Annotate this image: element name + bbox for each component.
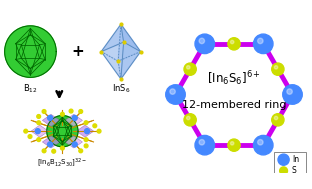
- Circle shape: [283, 85, 302, 104]
- Circle shape: [5, 26, 56, 77]
- Circle shape: [231, 142, 234, 145]
- FancyBboxPatch shape: [274, 152, 306, 177]
- Polygon shape: [65, 114, 82, 126]
- Polygon shape: [42, 114, 60, 126]
- Polygon shape: [101, 52, 121, 79]
- Circle shape: [272, 114, 284, 126]
- Circle shape: [61, 146, 64, 150]
- Polygon shape: [101, 24, 121, 61]
- Circle shape: [37, 138, 41, 142]
- Polygon shape: [121, 42, 140, 79]
- Circle shape: [84, 138, 88, 142]
- Circle shape: [72, 115, 77, 120]
- Circle shape: [47, 115, 78, 147]
- Polygon shape: [118, 52, 140, 79]
- Circle shape: [85, 129, 90, 134]
- Circle shape: [184, 114, 196, 126]
- Circle shape: [287, 89, 292, 94]
- Circle shape: [37, 121, 41, 125]
- Circle shape: [170, 89, 175, 94]
- Polygon shape: [118, 24, 140, 61]
- Circle shape: [42, 110, 46, 113]
- Circle shape: [97, 129, 101, 133]
- Text: [In$_6$S$_6$]$^{6+}$: [In$_6$S$_6$]$^{6+}$: [207, 70, 261, 88]
- Circle shape: [72, 142, 77, 147]
- Circle shape: [274, 116, 278, 120]
- Polygon shape: [101, 24, 124, 52]
- Circle shape: [184, 63, 196, 75]
- Text: +: +: [72, 44, 84, 59]
- Text: In: In: [292, 155, 299, 164]
- Circle shape: [28, 135, 32, 138]
- Circle shape: [79, 149, 83, 153]
- Circle shape: [253, 34, 273, 54]
- Polygon shape: [42, 136, 60, 148]
- Circle shape: [228, 139, 240, 151]
- Polygon shape: [121, 24, 140, 52]
- Circle shape: [199, 139, 205, 145]
- Circle shape: [84, 144, 88, 148]
- Circle shape: [93, 124, 97, 128]
- Circle shape: [69, 109, 73, 113]
- Text: [In$_{6}$B$_{12}$S$_{30}$]$^{32-}$: [In$_{6}$B$_{12}$S$_{30}$]$^{32-}$: [37, 156, 88, 169]
- Circle shape: [280, 167, 287, 175]
- Circle shape: [231, 40, 234, 44]
- Circle shape: [24, 129, 28, 133]
- Circle shape: [187, 116, 190, 120]
- Circle shape: [166, 85, 185, 104]
- Polygon shape: [101, 42, 124, 79]
- Circle shape: [272, 63, 284, 75]
- Circle shape: [195, 34, 215, 54]
- Circle shape: [79, 110, 83, 113]
- Circle shape: [52, 149, 56, 153]
- Circle shape: [42, 149, 46, 153]
- Polygon shape: [31, 125, 49, 137]
- Circle shape: [35, 129, 40, 134]
- Circle shape: [37, 115, 41, 118]
- Text: S: S: [292, 166, 297, 175]
- Circle shape: [195, 135, 215, 155]
- Circle shape: [199, 38, 205, 44]
- Polygon shape: [76, 125, 94, 137]
- Circle shape: [84, 121, 88, 125]
- Text: B$_{12}$: B$_{12}$: [23, 83, 38, 95]
- Circle shape: [278, 154, 289, 165]
- Circle shape: [48, 115, 53, 120]
- Circle shape: [47, 142, 52, 147]
- Circle shape: [274, 66, 278, 69]
- Circle shape: [253, 135, 273, 155]
- Text: InS$_{6}$: InS$_{6}$: [112, 83, 130, 95]
- Circle shape: [258, 38, 263, 44]
- Text: 12-membered ring: 12-membered ring: [182, 100, 286, 110]
- Circle shape: [187, 66, 190, 69]
- Circle shape: [61, 112, 64, 116]
- Polygon shape: [65, 136, 82, 148]
- Circle shape: [228, 38, 240, 50]
- Circle shape: [258, 139, 263, 145]
